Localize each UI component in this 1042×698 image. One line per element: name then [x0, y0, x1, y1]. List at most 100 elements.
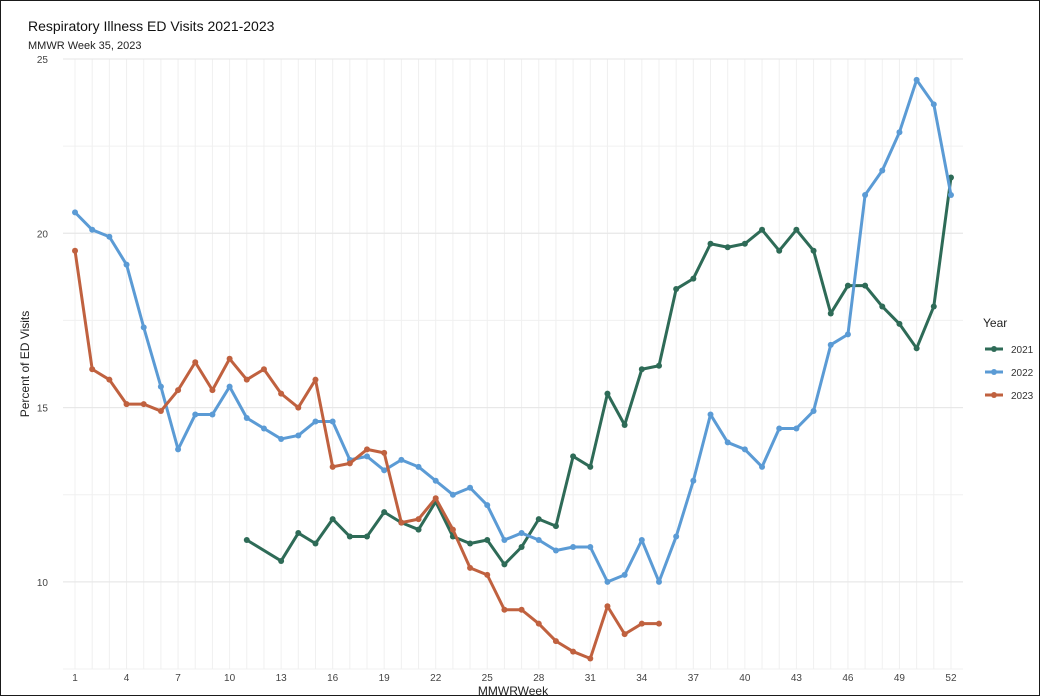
data-point-2022 [312, 418, 319, 425]
data-point-2021 [552, 523, 559, 530]
data-point-2022 [913, 76, 920, 83]
data-point-2022 [381, 467, 388, 474]
data-point-2022 [741, 446, 748, 453]
data-point-2021 [827, 310, 834, 317]
data-point-2022 [655, 578, 662, 585]
x-tick-label: 28 [533, 673, 545, 684]
data-point-2021 [724, 244, 731, 251]
data-point-2022 [140, 324, 147, 331]
data-point-2023 [518, 606, 525, 613]
data-point-2021 [690, 275, 697, 282]
data-point-2022 [484, 502, 491, 509]
legend-marker-2022 [991, 369, 997, 375]
data-point-2022 [123, 261, 130, 268]
data-point-2022 [896, 129, 903, 136]
data-point-2021 [930, 303, 937, 310]
data-point-2022 [432, 477, 439, 484]
data-point-2021 [312, 540, 319, 547]
legend-label-2023: 2023 [1011, 391, 1034, 402]
data-point-2023 [467, 564, 474, 571]
data-point-2022 [552, 547, 559, 554]
legend-marker-2021 [991, 346, 997, 352]
data-point-2022 [243, 415, 250, 422]
data-point-2021 [655, 362, 662, 369]
data-point-2021 [346, 533, 353, 540]
data-point-2023 [535, 620, 542, 627]
y-tick-label: 15 [37, 404, 49, 415]
legend-marker-2023 [991, 392, 997, 398]
data-point-2021 [862, 282, 869, 289]
data-point-2021 [621, 422, 628, 428]
data-point-2023 [329, 463, 336, 470]
x-tick-label: 4 [124, 673, 130, 684]
data-point-2023 [209, 387, 216, 394]
x-tick-label: 31 [585, 673, 597, 684]
x-tick-label: 19 [379, 673, 391, 684]
x-tick-label: 52 [945, 673, 957, 684]
data-point-2022 [364, 453, 371, 460]
data-point-2021 [295, 530, 302, 537]
data-point-2023 [552, 638, 559, 645]
data-point-2023 [604, 603, 611, 610]
data-point-2022 [724, 439, 731, 446]
data-point-2021 [707, 240, 714, 247]
data-point-2023 [89, 366, 96, 373]
x-tick-label: 10 [224, 673, 236, 684]
x-tick-label: 1 [72, 673, 78, 684]
y-axis-label: Percent of ED Visits [18, 311, 32, 418]
y-tick-label: 10 [37, 578, 49, 589]
data-point-2021 [913, 345, 920, 352]
data-point-2022 [707, 411, 714, 418]
chart-title: Respiratory Illness ED Visits 2021-2023 [28, 18, 275, 34]
data-point-2022 [879, 167, 886, 174]
data-point-2023 [621, 631, 628, 638]
x-tick-label: 37 [688, 673, 700, 684]
y-tick-label: 25 [37, 55, 49, 66]
data-point-2021 [467, 540, 474, 547]
data-point-2023 [381, 449, 388, 456]
data-point-2023 [157, 408, 164, 415]
data-point-2023 [398, 519, 405, 526]
legend-label-2022: 2022 [1011, 368, 1034, 379]
data-point-2023 [106, 376, 113, 383]
data-point-2023 [278, 390, 285, 397]
x-tick-label: 43 [791, 673, 803, 684]
data-point-2023 [123, 401, 130, 408]
data-point-2022 [295, 432, 302, 439]
legend-title: Year [983, 316, 1007, 330]
data-point-2023 [432, 495, 439, 502]
data-point-2022 [930, 101, 937, 108]
data-point-2022 [175, 446, 182, 453]
x-tick-label: 13 [276, 673, 288, 684]
data-point-2023 [243, 376, 250, 383]
data-point-2022 [844, 331, 851, 338]
data-point-2022 [827, 341, 834, 348]
data-point-2022 [329, 418, 336, 425]
data-point-2022 [776, 425, 783, 432]
data-point-2022 [947, 191, 954, 198]
data-point-2022 [449, 491, 456, 498]
data-point-2023 [364, 446, 371, 453]
data-point-2022 [862, 191, 869, 198]
x-tick-label: 34 [636, 673, 648, 684]
data-point-2022 [467, 484, 474, 491]
data-point-2021 [673, 286, 680, 293]
data-point-2022 [810, 408, 817, 415]
data-point-2021 [278, 557, 285, 564]
data-point-2022 [106, 233, 113, 240]
data-point-2022 [157, 383, 164, 390]
data-point-2022 [759, 463, 766, 470]
x-tick-label: 46 [842, 673, 854, 684]
data-point-2021 [638, 366, 645, 373]
data-point-2023 [655, 620, 662, 627]
x-tick-label: 40 [739, 673, 751, 684]
data-point-2023 [192, 359, 199, 366]
data-point-2021 [759, 226, 766, 233]
data-point-2022 [278, 435, 285, 442]
data-point-2021 [879, 303, 886, 310]
data-point-2021 [484, 537, 491, 544]
data-point-2023 [484, 571, 491, 578]
data-point-2021 [810, 247, 817, 254]
data-point-2021 [570, 453, 577, 460]
